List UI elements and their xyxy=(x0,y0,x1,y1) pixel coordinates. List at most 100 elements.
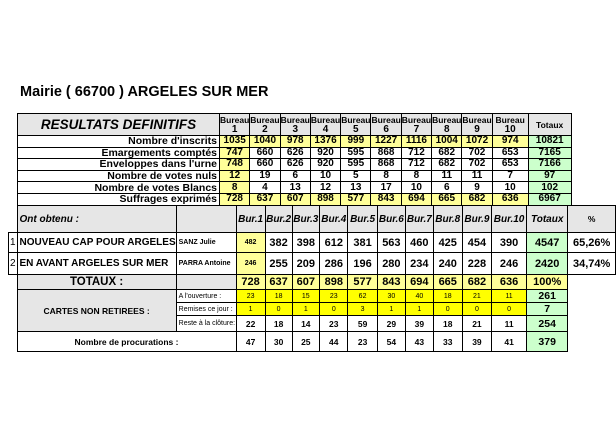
cell-value: 682 xyxy=(461,192,493,206)
cell-value: 712 xyxy=(400,146,433,160)
totaux-value: 728 xyxy=(235,274,266,290)
total-value: 6967 xyxy=(527,192,572,206)
cartes-value: 0 xyxy=(264,302,293,316)
bureau-number: 6 xyxy=(383,123,389,135)
bur-header: Bur.5 xyxy=(347,205,378,233)
procurations-value: 47 xyxy=(235,331,266,352)
cell-value: 11 xyxy=(431,169,463,183)
cartes-value: 11 xyxy=(491,315,528,332)
cell-value: 11 xyxy=(461,169,493,183)
cell-value: 660 xyxy=(249,158,281,171)
blank xyxy=(568,332,616,352)
cartes-value: 0 xyxy=(461,302,493,316)
totaux-value: 682 xyxy=(461,274,493,290)
cell-value: 607 xyxy=(279,192,311,206)
cell-value: 577 xyxy=(340,192,372,206)
vote-count: 482 xyxy=(235,232,266,253)
bureau-label: Bureau xyxy=(310,114,341,125)
bureau-number: 9 xyxy=(474,123,480,135)
cell-value: 1004 xyxy=(431,135,463,148)
bureau-label: Bureau xyxy=(432,114,462,125)
table-row: Nombre de votes Blancs 8 4 13 12 13 17 10 6 9 10 10… xyxy=(17,181,573,194)
cell-value: 702 xyxy=(461,158,493,171)
cartes-value: 23 xyxy=(319,315,349,332)
totaux-value: 637 xyxy=(264,274,293,290)
bur-header: Bur.6 xyxy=(376,205,407,233)
cell-value: 6 xyxy=(279,169,311,183)
candidates-header-row: Ont obtenu : Bur.1 Bur.2 Bur.3 Bur.4 Bur.5 Bur… xyxy=(9,205,616,233)
candidates-table: Ont obtenu : Bur.1 Bur.2 Bur.3 Bur.4 Bur.5 Bur… xyxy=(8,205,616,352)
blank xyxy=(571,136,572,148)
bur-header: Bur.3 xyxy=(291,205,321,233)
cell-value: 7 xyxy=(491,169,529,183)
cartes-value: 18 xyxy=(264,289,293,303)
cell-value: 8 xyxy=(218,181,251,194)
table-row: Enveloppes dans l'urne 748 660 626 920 595 868… xyxy=(17,158,573,171)
cell-value: 19 xyxy=(249,169,281,183)
bureau-number: 3 xyxy=(292,123,299,135)
cell-value: 595 xyxy=(340,146,372,160)
cell-value: 682 xyxy=(431,158,463,171)
cartes-value: 29 xyxy=(376,315,407,332)
cartes-total: 7 xyxy=(526,302,569,316)
blank xyxy=(571,170,572,182)
results-table: RESULTATS DEFINITIFS Bureau 1 Bureau 2 Bureau… xyxy=(17,113,573,206)
cartes-sublabel: Reste à la clôture: xyxy=(175,315,237,332)
cell-value: 747 xyxy=(218,146,251,160)
cartes-sublabel: A l'ouverture : xyxy=(175,289,237,303)
list-number: 1 xyxy=(8,232,18,253)
vote-count: 390 xyxy=(491,232,528,253)
cartes-row: CARTES NON RETIREES :A l'ouverture :23 18… xyxy=(9,289,616,332)
cartes-total: 254 xyxy=(526,315,569,332)
cartes-value: 1 xyxy=(291,302,321,316)
cartes-row: Reste à la clôture: 22 18 14 23 59 29 39 18 21 11 2… xyxy=(9,315,616,332)
cell-value: 8 xyxy=(400,169,433,183)
cartes-value: 15 xyxy=(291,289,321,303)
list-number: 2 xyxy=(8,252,18,275)
cell-value: 868 xyxy=(370,146,402,160)
list-total: 2420 xyxy=(526,252,569,275)
procurations-value: 25 xyxy=(291,331,321,352)
blank xyxy=(571,182,572,194)
vote-count: 280 xyxy=(376,252,407,275)
cell-value: 10 xyxy=(400,181,433,194)
bureau-number: 5 xyxy=(353,123,359,135)
bureau-header: Bureau 10 xyxy=(491,113,529,136)
table-row: Emargements comptés 747 660 626 920 595 868 712… xyxy=(17,146,573,160)
bur-header: Bur.2 xyxy=(264,205,293,233)
bureau-number: 2 xyxy=(262,123,268,135)
vote-count: 209 xyxy=(291,252,321,275)
cell-value: 728 xyxy=(218,192,251,206)
vote-count: 234 xyxy=(405,252,434,275)
cartes-value: 0 xyxy=(319,302,349,316)
list-head: PARRA Antoine xyxy=(175,252,237,275)
procurations-row: Nombre de procurations :47 30 25 44 23 54 43 33… xyxy=(9,331,616,352)
blank xyxy=(571,193,572,205)
total-value: 97 xyxy=(527,169,572,183)
row-label: Nombre de votes nuls xyxy=(17,169,220,183)
cartes-value: 22 xyxy=(235,315,266,332)
bureau-label: Bureau xyxy=(250,114,280,125)
cartes-value: 23 xyxy=(319,289,349,303)
cartes-value: 21 xyxy=(461,289,493,303)
procurations-value: 44 xyxy=(319,331,349,352)
vote-count: 240 xyxy=(432,252,463,275)
blank xyxy=(175,205,237,233)
cartes-value: 0 xyxy=(432,302,463,316)
total-value: 7166 xyxy=(527,158,572,171)
cartes-value: 14 xyxy=(291,315,321,332)
list-name: EN AVANT ARGELES SUR MER xyxy=(16,252,177,275)
cell-value: 637 xyxy=(249,192,281,206)
vote-count: 425 xyxy=(432,232,463,253)
bureau-header: Bureau 2 xyxy=(249,113,281,136)
totaux-value: 607 xyxy=(291,274,321,290)
cell-value: 1035 xyxy=(218,135,251,148)
cartes-value: 40 xyxy=(405,289,434,303)
cell-value: 1072 xyxy=(461,135,493,148)
cell-value: 702 xyxy=(461,146,493,160)
bur-header: Bur.4 xyxy=(319,205,349,233)
vote-count: 228 xyxy=(461,252,493,275)
cartes-value: 62 xyxy=(347,289,378,303)
cell-value: 12 xyxy=(309,181,342,194)
cartes-value: 18 xyxy=(264,315,293,332)
